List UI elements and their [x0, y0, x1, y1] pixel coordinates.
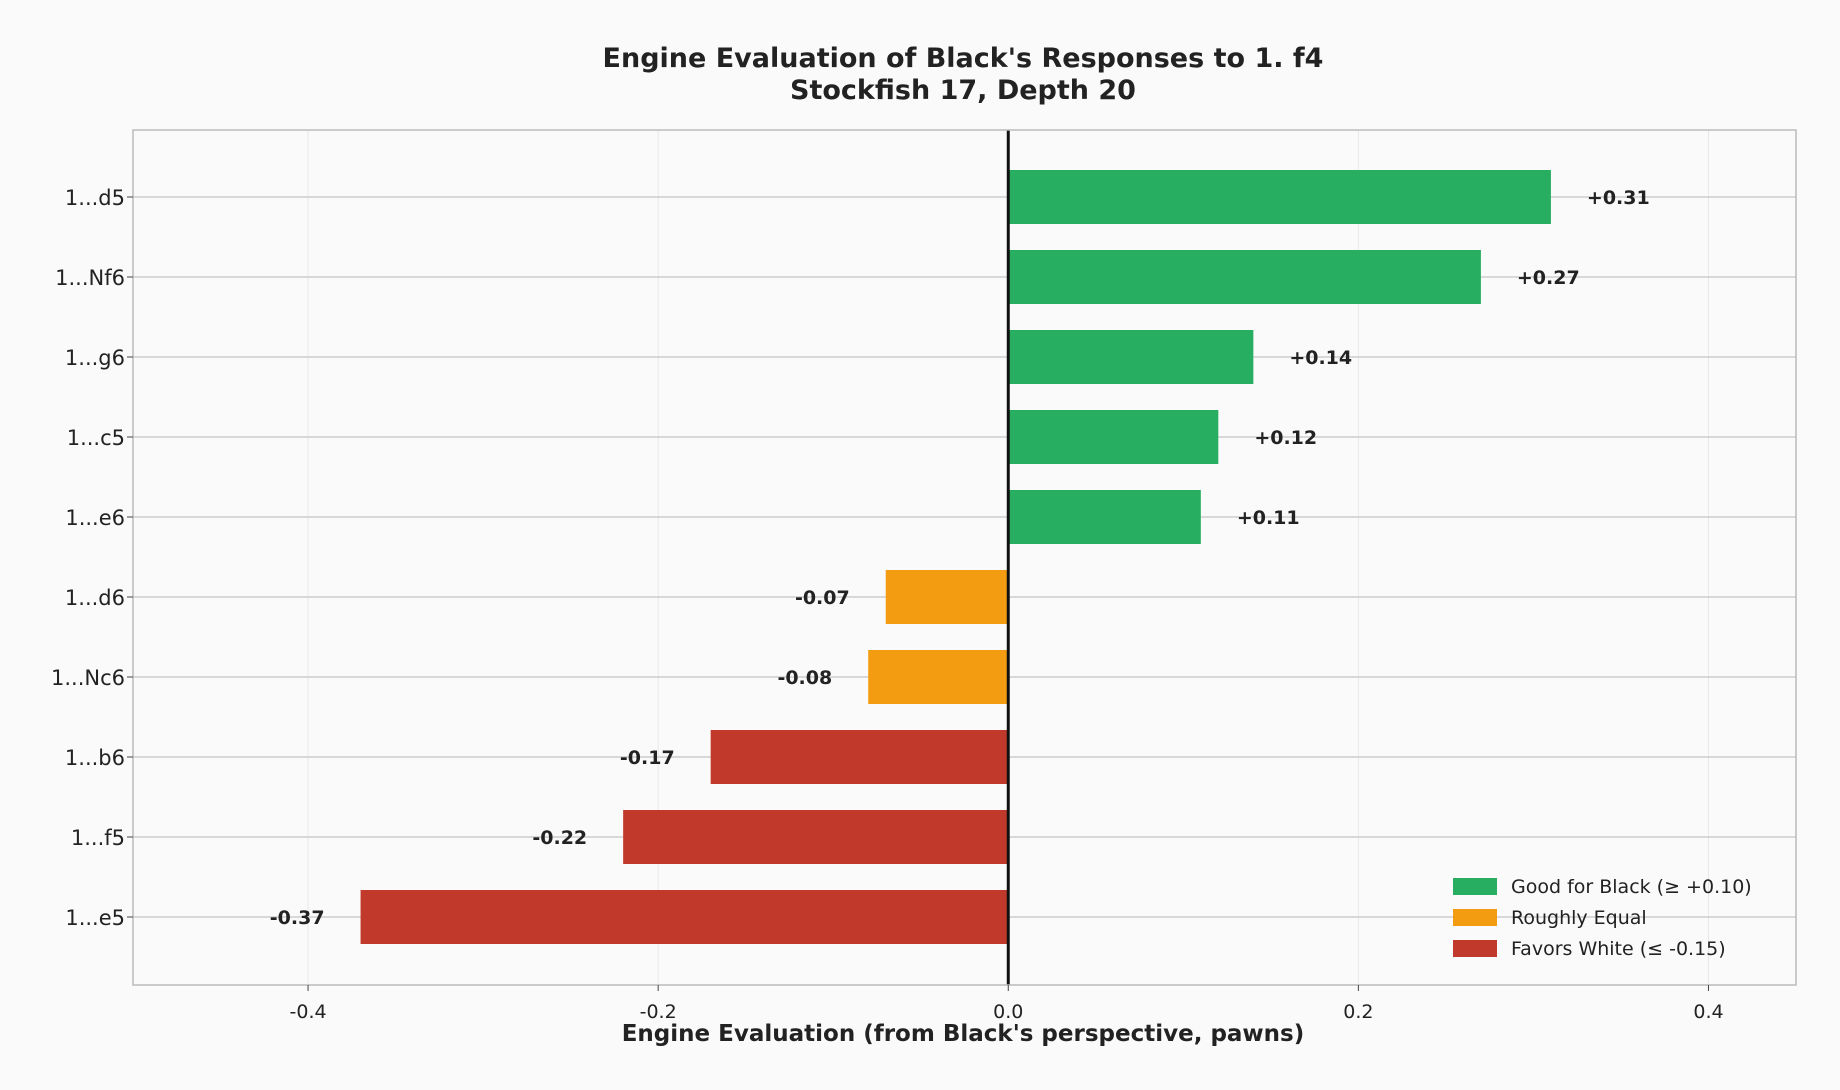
x-axis-ticks: -0.4 -0.2 0.0 0.2 0.4 — [290, 985, 1724, 1023]
y-tick-label: 1...f5 — [71, 826, 125, 850]
legend-label: Favors White (≤ -0.15) — [1511, 938, 1726, 960]
bar-value-label: +0.12 — [1254, 427, 1317, 449]
bar-value-label: -0.07 — [795, 587, 850, 609]
chart-subtitle: Stockfish 17, Depth 20 — [790, 75, 1136, 106]
bar-value-label: +0.14 — [1289, 347, 1352, 369]
legend-swatch — [1453, 909, 1497, 926]
chart-title: Engine Evaluation of Black's Responses t… — [603, 43, 1324, 74]
bar — [623, 810, 1009, 864]
bar — [1008, 410, 1219, 464]
x-axis-label: Engine Evaluation (from Black's perspect… — [622, 1021, 1305, 1047]
legend: Good for Black (≥ +0.10) Roughly Equal Fav… — [1453, 876, 1752, 960]
x-tick-label: 0.4 — [1693, 1001, 1723, 1023]
bar — [885, 570, 1009, 624]
legend-swatch — [1453, 940, 1497, 957]
y-tick-label: 1...d6 — [65, 586, 125, 610]
legend-swatch — [1453, 878, 1497, 895]
bar-value-label: +0.27 — [1517, 267, 1580, 289]
legend-label: Roughly Equal — [1511, 907, 1647, 929]
y-tick-label: 1...c5 — [67, 426, 125, 450]
y-tick-label: 1...e6 — [65, 506, 125, 530]
bar — [868, 650, 1009, 704]
y-axis-ticks: 1...d5 1...Nf6 1...g6 1...c5 1...e6 1...d6 1..… — [51, 186, 133, 930]
bar — [1008, 490, 1201, 544]
y-tick-label: 1...b6 — [65, 746, 125, 770]
y-tick-label: 1...g6 — [65, 346, 125, 370]
legend-label: Good for Black (≥ +0.10) — [1511, 876, 1752, 898]
y-tick-label: 1...Nc6 — [51, 666, 125, 690]
bar — [1008, 250, 1481, 304]
bar-value-label: -0.08 — [777, 667, 832, 689]
bar-value-label: -0.22 — [532, 827, 587, 849]
x-tick-label: -0.2 — [640, 1001, 677, 1023]
bars — [360, 170, 1551, 944]
x-tick-label: -0.4 — [290, 1001, 327, 1023]
x-tick-label: 0.2 — [1343, 1001, 1373, 1023]
bar-value-label: +0.11 — [1237, 507, 1300, 529]
y-tick-label: 1...Nf6 — [55, 266, 125, 290]
plot-frame — [132, 129, 1797, 986]
y-tick-label: 1...e5 — [65, 906, 125, 930]
x-tick-label: 0.0 — [993, 1001, 1023, 1023]
bar — [360, 890, 1009, 944]
bar — [1008, 330, 1254, 384]
bar — [1008, 170, 1551, 224]
value-labels: +0.31 +0.27 +0.14 +0.12 +0.11 -0.07 -0.08 -0.17… — [270, 187, 1650, 929]
bar-value-label: -0.37 — [270, 907, 325, 929]
bar-value-label: +0.31 — [1587, 187, 1650, 209]
bar — [710, 730, 1009, 784]
bar-value-label: -0.17 — [620, 747, 675, 769]
y-tick-label: 1...d5 — [65, 186, 125, 210]
